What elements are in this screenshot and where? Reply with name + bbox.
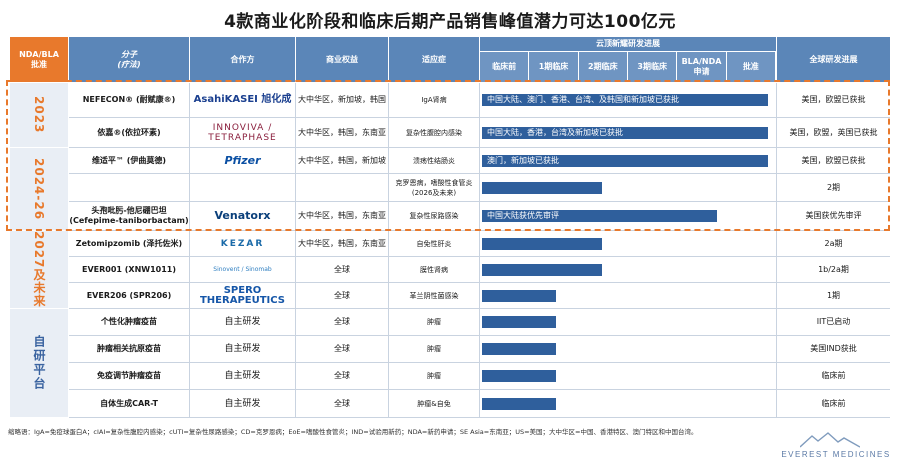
progress-arrow — [482, 182, 602, 194]
header-stage-5: 批准 — [726, 52, 775, 82]
progress-arrow: 中国大陆获优先审评 — [482, 210, 717, 222]
progress-arrow — [482, 290, 556, 302]
row-separator — [69, 417, 890, 418]
header-rights: 商业权益 — [296, 37, 388, 82]
column-separator — [479, 83, 480, 417]
indication: 膜性肾病 — [420, 265, 448, 274]
commercial-rights: 全球 — [334, 317, 350, 326]
partner-logo: Venatorx — [214, 209, 271, 222]
group-label-in-house: 自研平台 — [10, 309, 68, 417]
header-stage-4: BLA/NDA 申请 — [677, 52, 726, 82]
partner-logo: INNOVIVA / TETRAPHASE — [208, 122, 277, 143]
global-progress: 1期 — [826, 290, 841, 300]
header-stage-3: 3期临床 — [628, 52, 677, 82]
partner-logo: 自主研发 — [224, 371, 261, 381]
molecule-name: 维适平™ (伊曲莫德) — [91, 155, 167, 165]
header-progress-group: 云顶新耀研发进展 — [480, 37, 776, 51]
global-progress: 美国，欧盟已获批 — [801, 155, 866, 165]
indication: 克罗恩病，嗜酸性食管炎 (2026及未来) — [395, 178, 473, 197]
indication: IgA肾病 — [421, 96, 447, 104]
progress-arrow — [482, 398, 556, 410]
global-progress: 2a期 — [824, 238, 843, 248]
partner-logo: AsahiKASEI 旭化成 — [193, 94, 292, 105]
partner-logo: 自主研发 — [224, 344, 261, 354]
partner-logo: Pfizer — [224, 153, 261, 167]
global-progress: 美国IND获批 — [810, 344, 857, 353]
global-progress: 2期 — [826, 182, 841, 192]
column-separator — [295, 83, 296, 417]
header-approval: NDA/BLA 批准 — [10, 37, 68, 82]
indication: 肿瘤 — [427, 345, 441, 353]
global-progress: 临床前 — [821, 371, 846, 380]
commercial-rights: 全球 — [334, 264, 350, 274]
mountain-logo-icon — [800, 432, 860, 448]
progress-arrow — [482, 264, 602, 276]
column-separator — [776, 83, 777, 417]
molecule-name: EVER206 (SPR206) — [86, 290, 172, 300]
indication: 复杂性尿路感染 — [409, 212, 459, 220]
commercial-rights: 全球 — [334, 290, 350, 300]
molecule-name: 依嘉®(依拉环素) — [97, 127, 161, 137]
molecule-name: 个性化肿瘤疫苗 — [101, 317, 157, 326]
progress-arrow — [482, 343, 556, 355]
progress-arrow — [482, 238, 602, 250]
brand-name: EVEREST MEDICINES — [781, 450, 891, 459]
molecule-name: NEFECON® (耐赋康®) — [82, 95, 176, 104]
header-stage-0: 临床前 — [480, 52, 529, 82]
indication: 革兰阴性菌感染 — [409, 291, 459, 300]
commercial-rights: 大中华区，韩国，东南亚 — [298, 127, 386, 137]
footnote: 缩略语：IgA=免疫球蛋白A；cIAI=复杂性腹腔内感染；cUTI=复杂性尿路感… — [8, 428, 698, 436]
indication: 复杂性腹腔内感染 — [406, 128, 462, 137]
molecule-name: Zetomipzomib (泽托佐米) — [75, 238, 183, 248]
commercial-rights: 全球 — [334, 344, 350, 353]
progress-arrow — [482, 370, 556, 382]
highlight-frame — [6, 80, 890, 231]
indication: 肿瘤 — [427, 318, 441, 326]
group-label-2027: 2027及未来 — [10, 231, 68, 308]
global-progress: IIT已启动 — [816, 317, 851, 326]
commercial-rights: 大中华区，新加坡，韩国 — [298, 95, 386, 104]
progress-arrow — [482, 316, 556, 328]
progress-arrow: 中国大陆，香港，台湾及新加坡已获批 — [482, 127, 768, 139]
indication: 肿瘤&自免 — [417, 399, 451, 408]
progress-arrow: 澳门，新加坡已获批 — [482, 155, 768, 167]
header-stage-2: 2期临床 — [578, 52, 627, 82]
header-partner: 合作方 — [190, 37, 295, 82]
partner-logo: 自主研发 — [224, 398, 261, 409]
global-progress: 1b/2a期 — [818, 264, 849, 274]
group-label-2023: 2023 — [10, 83, 68, 147]
molecule-name: 头孢吡肟-他尼硼巴坦 (Cefepime-taniborbactam) — [69, 206, 189, 225]
commercial-rights: 大中华区，韩国，新加坡 — [298, 155, 386, 165]
global-progress: 临床前 — [821, 398, 846, 408]
molecule-name: 肿瘤相关抗原疫苗 — [97, 344, 161, 353]
header-stage-1: 1期临床 — [529, 52, 578, 82]
partner-logo: 自主研发 — [224, 317, 261, 327]
header-global: 全球研发进展 — [777, 37, 890, 82]
indication: 肿瘤 — [427, 372, 441, 380]
progress-arrow: 中国大陆、澳门、香港、台湾、及韩国和新加坡已获批 — [482, 94, 768, 106]
column-separator — [189, 83, 190, 417]
partner-logo: KEZAR — [220, 238, 265, 249]
partner-logo: Sinovent / Sinomab — [213, 265, 272, 273]
indication: 溃疡性结肠炎 — [413, 156, 455, 165]
column-separator — [388, 83, 389, 417]
commercial-rights: 大中华区，韩国，东南亚 — [298, 238, 386, 248]
indication: 自免性肝炎 — [416, 239, 452, 248]
molecule-name: 自体生成CAR-T — [100, 398, 158, 408]
global-progress: 美国，欧盟已获批 — [801, 95, 866, 104]
header-indication: 适应症 — [389, 37, 479, 82]
commercial-rights: 大中华区，韩国，东南亚 — [298, 211, 386, 220]
commercial-rights: 全球 — [334, 398, 350, 408]
global-progress: 美国获优先审评 — [805, 211, 862, 220]
partner-logo: SPERO THERAPEUTICS — [199, 284, 285, 306]
molecule-name: 免疫调节肿瘤疫苗 — [97, 371, 161, 380]
header-molecule: 分子 (疗法) — [69, 37, 189, 82]
page-title: 4款商业化阶段和临床后期产品销售峰值潜力可达100亿元 — [224, 12, 676, 32]
group-label-2024-26: 2024-26 — [10, 148, 68, 230]
commercial-rights: 全球 — [334, 371, 350, 380]
molecule-name: EVER001 (XNW1011) — [81, 264, 177, 274]
global-progress: 美国，欧盟，英国已获批 — [789, 127, 878, 137]
